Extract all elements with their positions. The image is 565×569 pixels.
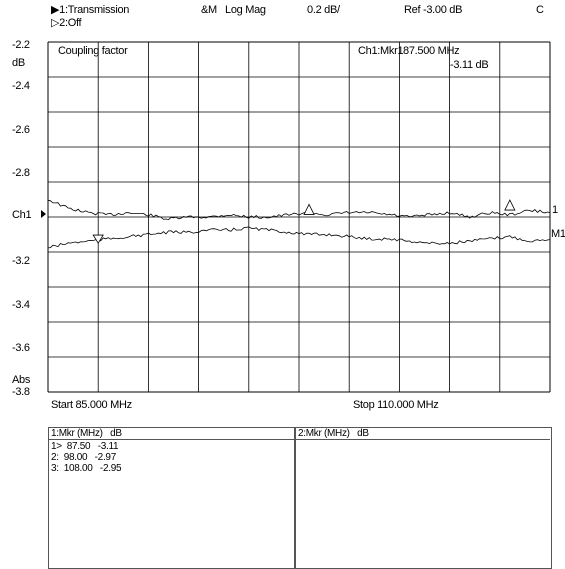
- traces: [47, 199, 551, 249]
- y-tick-label: -3.2: [12, 254, 30, 267]
- marker-readout-freq: 87.500 MHz: [403, 45, 460, 57]
- trace-line-1: [47, 199, 551, 221]
- y-tick-label: -2.4: [12, 79, 30, 92]
- start-frequency[interactable]: Start 85.000 MHz: [51, 399, 132, 411]
- y-tick-label: -3.8: [12, 386, 30, 398]
- marker-table-2-header: 2:Mkr (MHz) dB: [298, 428, 369, 439]
- table-header-divider: [48, 439, 550, 440]
- marker-table-2: [294, 427, 552, 569]
- y-tick-label: -2.6: [12, 123, 30, 136]
- marker-1-icon[interactable]: [92, 234, 104, 244]
- marker-readout-label: Ch1:Mkr1: [358, 45, 404, 57]
- channel-label: Ch1: [12, 209, 32, 221]
- y-tick-label: -2.8: [12, 167, 30, 180]
- markers: [92, 199, 516, 244]
- format-label[interactable]: Log Mag: [225, 4, 266, 16]
- scale-label[interactable]: 0.2 dB/: [307, 4, 340, 16]
- trace-plot[interactable]: [0, 0, 565, 395]
- y-tick-label: -3.4: [12, 298, 30, 311]
- meas-mode-label: &M: [201, 4, 217, 16]
- trace-line-2: [47, 226, 551, 249]
- marker-readout-value: -3.11 dB: [450, 59, 489, 71]
- trace1-label[interactable]: ▶1:Transmission: [51, 4, 130, 16]
- trace2-end-label: M1: [551, 228, 565, 240]
- y-tick-label: -3.6: [12, 342, 30, 355]
- grid-title: Coupling factor: [58, 45, 128, 57]
- y-unit-abs-label: Abs: [12, 374, 31, 386]
- marker-row-2[interactable]: 2: 98.00 -2.97: [51, 452, 116, 463]
- marker-table-1-header: 1:Mkr (MHz) dB: [51, 428, 122, 439]
- marker-2-icon[interactable]: [303, 203, 315, 215]
- marker-3-icon[interactable]: [504, 199, 516, 211]
- channel-flag: C: [536, 4, 544, 16]
- trace2-label[interactable]: ▷2:Off: [51, 17, 82, 29]
- y-unit-label: dB: [12, 57, 25, 69]
- trace1-end-label: 1: [552, 204, 558, 216]
- marker-row-1[interactable]: 1> 87.50 -3.11: [51, 441, 119, 452]
- marker-row-3[interactable]: 3: 108.00 -2.95: [51, 463, 122, 474]
- ref-label[interactable]: Ref -3.00 dB: [404, 4, 463, 16]
- stop-frequency[interactable]: Stop 110.000 MHz: [353, 399, 439, 411]
- reference-arrow: [41, 210, 46, 218]
- y-tick-label: -2.2: [12, 39, 30, 51]
- plot-grid: [47, 41, 551, 393]
